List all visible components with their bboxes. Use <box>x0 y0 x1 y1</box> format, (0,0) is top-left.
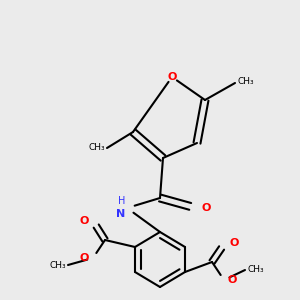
Text: O: O <box>80 253 89 263</box>
Text: CH₃: CH₃ <box>238 77 255 86</box>
Text: O: O <box>201 203 210 213</box>
Text: O: O <box>80 216 89 226</box>
Text: O: O <box>229 238 238 248</box>
Text: N: N <box>116 209 125 219</box>
Text: O: O <box>228 275 237 285</box>
Text: CH₃: CH₃ <box>88 143 105 152</box>
Text: H: H <box>118 196 125 206</box>
Text: O: O <box>167 72 177 82</box>
Text: CH₃: CH₃ <box>247 266 264 274</box>
Text: CH₃: CH₃ <box>50 260 66 269</box>
